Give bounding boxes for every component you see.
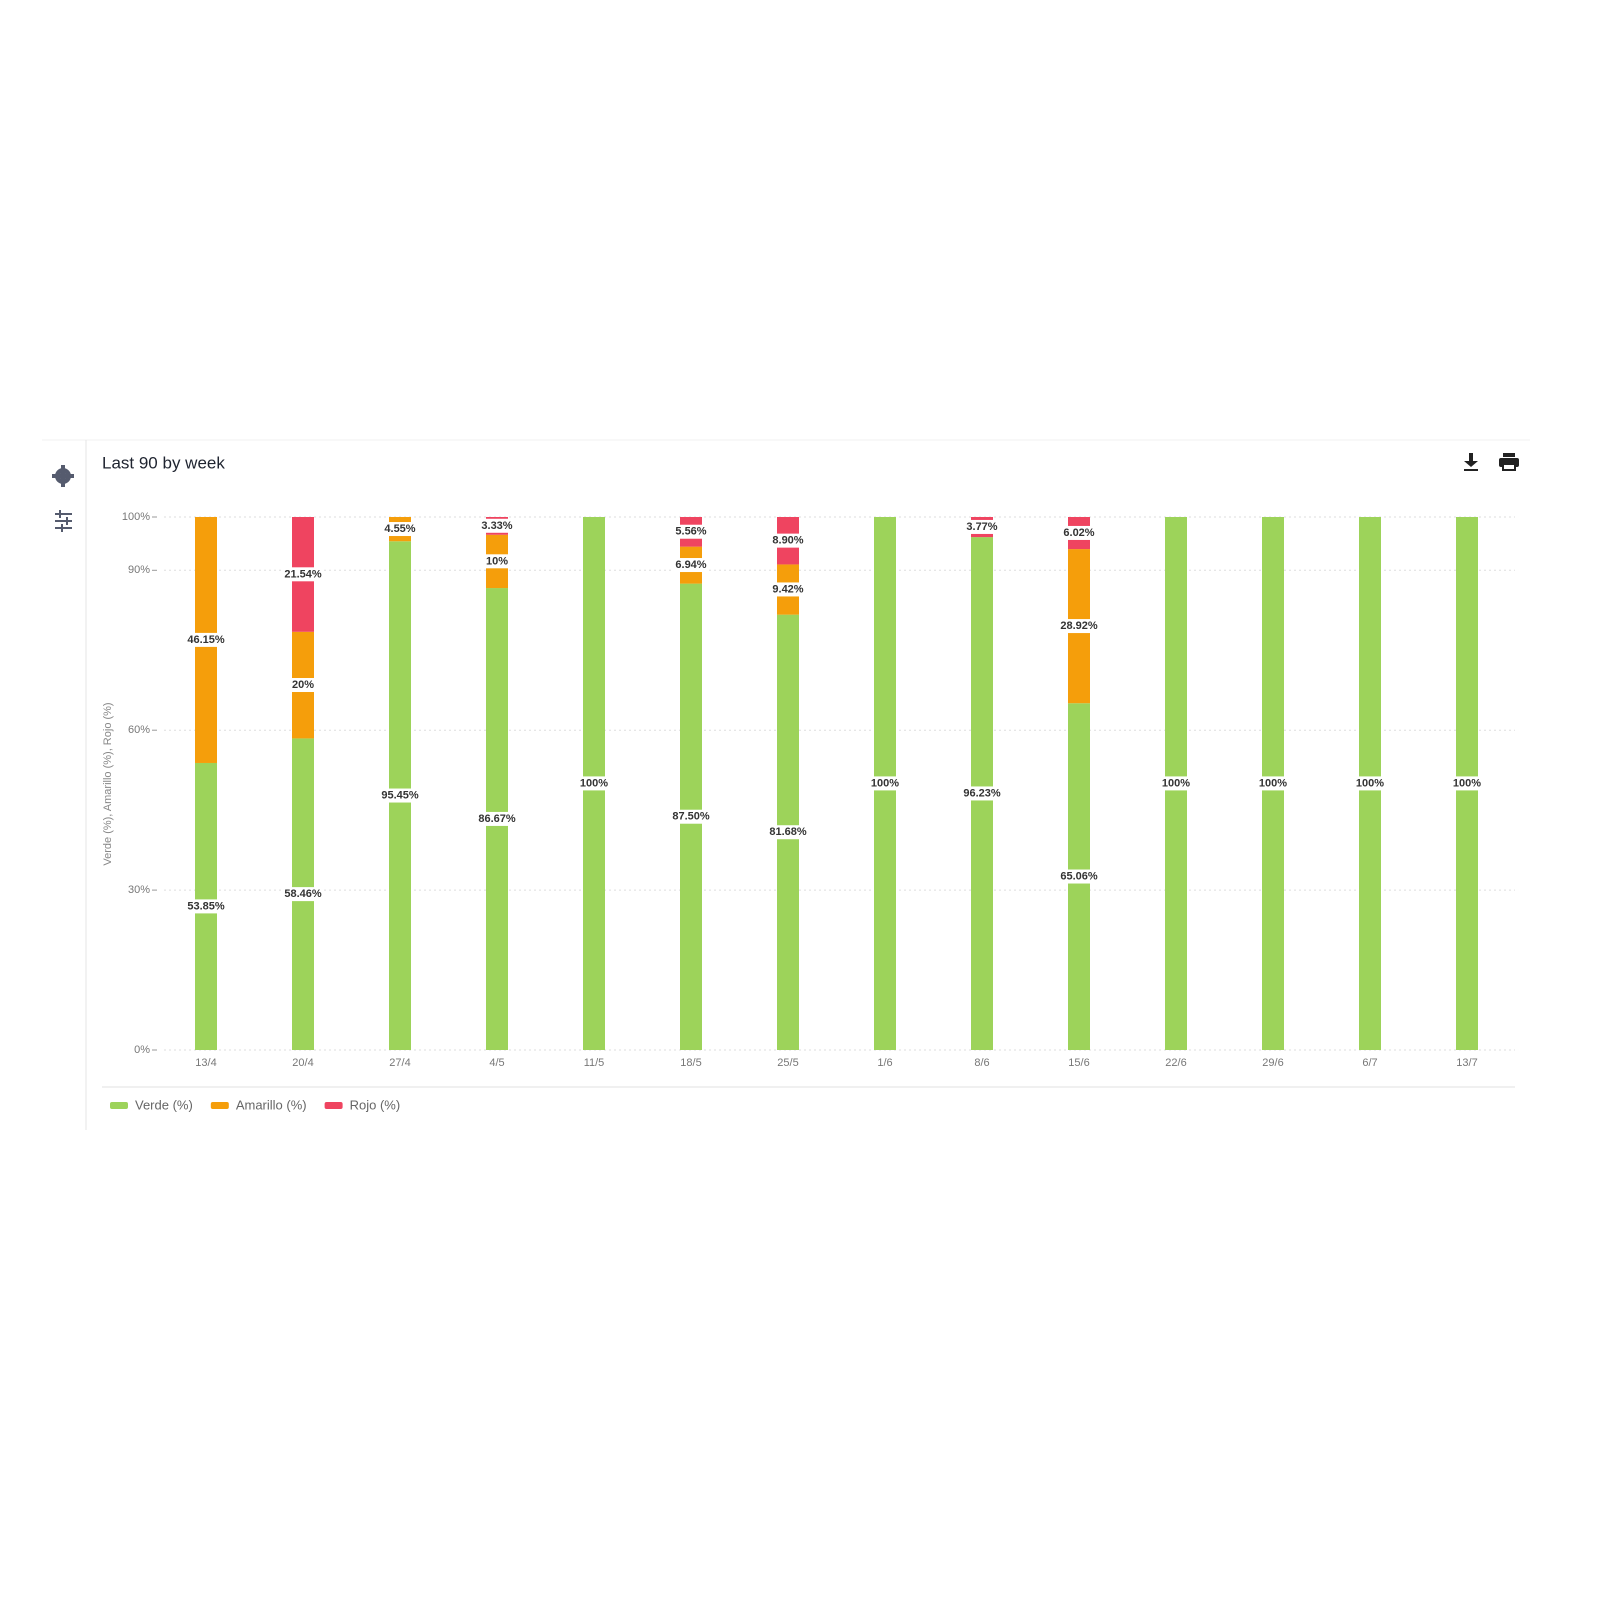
data-label-bg — [382, 522, 418, 537]
x-tick-label: 11/5 — [584, 1057, 605, 1069]
data-label-bg — [379, 788, 421, 803]
data-label-bg — [868, 776, 902, 791]
data-label-bg — [289, 678, 317, 693]
y-tick-label: 0% — [134, 1044, 150, 1056]
data-label: 100% — [1259, 777, 1287, 789]
data-label: 87.50% — [672, 811, 710, 823]
data-label-bg — [1058, 619, 1100, 634]
data-label: 96.23% — [963, 787, 1001, 799]
filter-icon[interactable] — [55, 510, 72, 532]
data-label: 4.55% — [384, 523, 415, 535]
data-label-bg — [577, 776, 611, 791]
data-label: 9.42% — [772, 583, 803, 595]
data-label-bg — [964, 519, 1000, 534]
data-label-bg — [1353, 776, 1387, 791]
legend-swatch — [324, 1102, 343, 1109]
data-label: 21.54% — [284, 568, 322, 580]
legend-swatch — [110, 1102, 128, 1109]
data-label-bg — [476, 811, 518, 826]
y-tick-label: 60% — [128, 724, 150, 736]
x-tick-label: 15/6 — [1068, 1057, 1089, 1069]
data-label-bg — [282, 567, 324, 582]
x-tick-label: 13/7 — [1456, 1057, 1477, 1069]
x-tick-label: 13/4 — [195, 1057, 216, 1069]
data-label-bg — [479, 518, 515, 533]
data-label: 65.06% — [1060, 871, 1098, 883]
data-label: 95.45% — [381, 790, 419, 802]
data-label: 3.77% — [966, 521, 997, 533]
data-label-bg — [483, 554, 511, 569]
legend-label: Amarillo (%) — [236, 1097, 307, 1112]
x-tick-label: 29/6 — [1262, 1057, 1283, 1069]
data-label-bg — [770, 582, 806, 597]
data-label: 100% — [580, 777, 608, 789]
x-tick-label: 18/5 — [680, 1057, 701, 1069]
legend-label: Verde (%) — [135, 1097, 193, 1112]
settings-icon[interactable] — [52, 465, 74, 487]
data-label-bg — [282, 887, 324, 902]
data-label-bg — [185, 632, 227, 647]
data-label-bg — [1256, 776, 1290, 791]
y-tick-label: 90% — [128, 564, 150, 576]
data-label-bg — [767, 825, 809, 840]
data-label-bg — [673, 524, 709, 539]
x-tick-label: 27/4 — [389, 1057, 410, 1069]
data-label: 100% — [871, 777, 899, 789]
data-label: 81.68% — [769, 826, 807, 838]
data-label-bg — [670, 809, 712, 824]
x-tick-label: 25/5 — [777, 1057, 798, 1069]
x-tick-label: 20/4 — [292, 1057, 313, 1069]
data-label-bg — [185, 899, 227, 914]
x-tick-label: 1/6 — [877, 1057, 892, 1069]
y-tick-label: 100% — [122, 511, 150, 523]
data-label: 58.46% — [284, 888, 322, 900]
data-label: 100% — [1453, 777, 1481, 789]
data-label: 20% — [292, 679, 314, 691]
data-label: 100% — [1356, 777, 1384, 789]
data-label-bg — [1058, 869, 1100, 884]
data-label-bg — [1450, 776, 1484, 791]
x-tick-label: 22/6 — [1165, 1057, 1186, 1069]
data-label: 28.92% — [1060, 620, 1098, 632]
x-tick-label: 6/7 — [1362, 1057, 1377, 1069]
y-axis-title: Verde (%), Amarillo (%), Rojo (%) — [102, 702, 114, 865]
data-label: 53.85% — [187, 900, 225, 912]
print-icon[interactable] — [1499, 453, 1519, 471]
legend-swatch — [210, 1102, 229, 1109]
data-label: 6.02% — [1063, 527, 1094, 539]
data-label: 6.94% — [675, 559, 706, 571]
data-label-bg — [1061, 525, 1097, 540]
data-label: 86.67% — [478, 813, 516, 825]
data-label: 5.56% — [675, 526, 706, 538]
download-icon[interactable] — [1464, 453, 1478, 471]
data-label-bg — [673, 558, 709, 573]
data-label-bg — [961, 786, 1003, 801]
data-label: 8.90% — [772, 535, 803, 547]
data-label: 46.15% — [187, 634, 225, 646]
y-tick-label: 30% — [128, 884, 150, 896]
legend-label: Rojo (%) — [350, 1097, 401, 1112]
x-tick-label: 4/5 — [489, 1057, 504, 1069]
data-label: 100% — [1162, 777, 1190, 789]
data-label: 3.33% — [481, 520, 512, 532]
data-label-bg — [1159, 776, 1193, 791]
x-tick-label: 8/6 — [974, 1057, 989, 1069]
data-label-bg — [770, 533, 806, 548]
chart-title: Last 90 by week — [102, 453, 225, 472]
data-label: 10% — [486, 555, 508, 567]
